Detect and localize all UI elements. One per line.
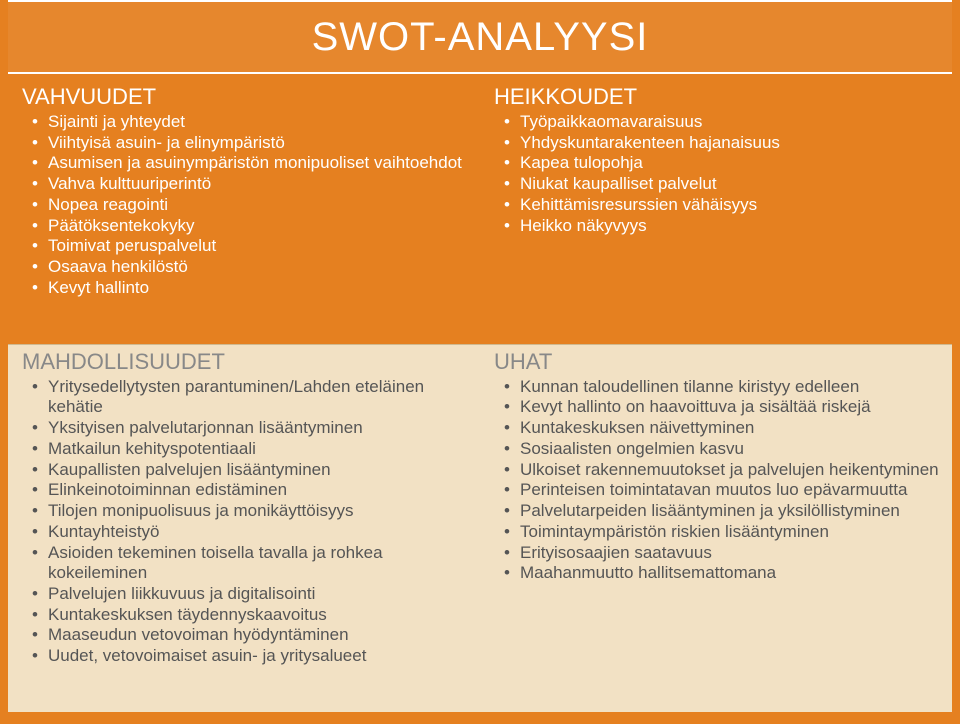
list-item: Nopea reagointi	[36, 195, 470, 216]
swot-slide: SWOT-ANALYYSI VAHVUUDET Sijainti ja yhte…	[0, 0, 960, 724]
list-item: Kehittämisresurssien vähäisyys	[508, 195, 942, 216]
list-item: Uudet, vetovoimaiset asuin- ja yritysalu…	[36, 646, 470, 667]
strengths-heading: VAHVUUDET	[22, 84, 470, 110]
list-item: Työpaikkaomavaraisuus	[508, 112, 942, 133]
list-item: Asumisen ja asuinympäristön monipuoliset…	[36, 153, 470, 174]
list-item: Matkailun kehityspotentiaali	[36, 439, 470, 460]
list-item: Tilojen monipuolisuus ja monikäyttöisyys	[36, 501, 470, 522]
slide-title: SWOT-ANALYYSI	[312, 15, 649, 60]
list-item: Sosiaalisten ongelmien kasvu	[508, 439, 942, 460]
strengths-list: Sijainti ja yhteydetViihtyisä asuin- ja …	[22, 112, 470, 299]
list-item: Elinkeinotoiminnan edistäminen	[36, 480, 470, 501]
weaknesses-list: TyöpaikkaomavaraisuusYhdyskuntarakenteen…	[494, 112, 942, 236]
threats-heading: UHAT	[494, 349, 942, 375]
threats-list: Kunnan taloudellinen tilanne kiristyy ed…	[494, 377, 942, 584]
list-item: Sijainti ja yhteydet	[36, 112, 470, 133]
list-item: Toimintaympäristön riskien lisääntyminen	[508, 522, 942, 543]
list-item: Kunnan taloudellinen tilanne kiristyy ed…	[508, 377, 942, 398]
list-item: Päätöksentekokyky	[36, 216, 470, 237]
list-item: Asioiden tekeminen toisella tavalla ja r…	[36, 543, 470, 584]
list-item: Kevyt hallinto	[36, 278, 470, 299]
list-item: Maahanmuutto hallitsemattomana	[508, 563, 942, 584]
quadrant-opportunities: MAHDOLLISUUDET Yritysedellytysten parant…	[8, 344, 480, 712]
list-item: Vahva kulttuuriperintö	[36, 174, 470, 195]
list-item: Niukat kaupalliset palvelut	[508, 174, 942, 195]
list-item: Kaupallisten palvelujen lisääntyminen	[36, 460, 470, 481]
opportunities-heading: MAHDOLLISUUDET	[22, 349, 470, 375]
weaknesses-heading: HEIKKOUDET	[494, 84, 942, 110]
list-item: Palvelutarpeiden lisääntyminen ja yksilö…	[508, 501, 942, 522]
opportunities-list: Yritysedellytysten parantuminen/Lahden e…	[22, 377, 470, 667]
list-item: Yksityisen palvelutarjonnan lisääntymine…	[36, 418, 470, 439]
quadrant-threats: UHAT Kunnan taloudellinen tilanne kirist…	[480, 344, 952, 712]
list-item: Ulkoiset rakennemuutokset ja palvelujen …	[508, 460, 942, 481]
list-item: Heikko näkyvyys	[508, 216, 942, 237]
title-bar: SWOT-ANALYYSI	[8, 0, 952, 74]
list-item: Kuntakeskuksen näivettyminen	[508, 418, 942, 439]
list-item: Yritysedellytysten parantuminen/Lahden e…	[36, 377, 470, 418]
list-item: Kevyt hallinto on haavoittuva ja sisältä…	[508, 397, 942, 418]
list-item: Osaava henkilöstö	[36, 257, 470, 278]
list-item: Toimivat peruspalvelut	[36, 236, 470, 257]
quadrant-weaknesses: HEIKKOUDET TyöpaikkaomavaraisuusYhdyskun…	[480, 80, 952, 344]
list-item: Maaseudun vetovoiman hyödyntäminen	[36, 625, 470, 646]
list-item: Yhdyskuntarakenteen hajanaisuus	[508, 133, 942, 154]
list-item: Kuntayhteistyö	[36, 522, 470, 543]
list-item: Palvelujen liikkuvuus ja digitalisointi	[36, 584, 470, 605]
list-item: Kuntakeskuksen täydennyskaavoitus	[36, 605, 470, 626]
swot-grid: VAHVUUDET Sijainti ja yhteydetViihtyisä …	[0, 80, 960, 712]
list-item: Viihtyisä asuin- ja elinympäristö	[36, 133, 470, 154]
list-item: Kapea tulopohja	[508, 153, 942, 174]
list-item: Erityisosaajien saatavuus	[508, 543, 942, 564]
quadrant-strengths: VAHVUUDET Sijainti ja yhteydetViihtyisä …	[8, 80, 480, 344]
list-item: Perinteisen toimintatavan muutos luo epä…	[508, 480, 942, 501]
